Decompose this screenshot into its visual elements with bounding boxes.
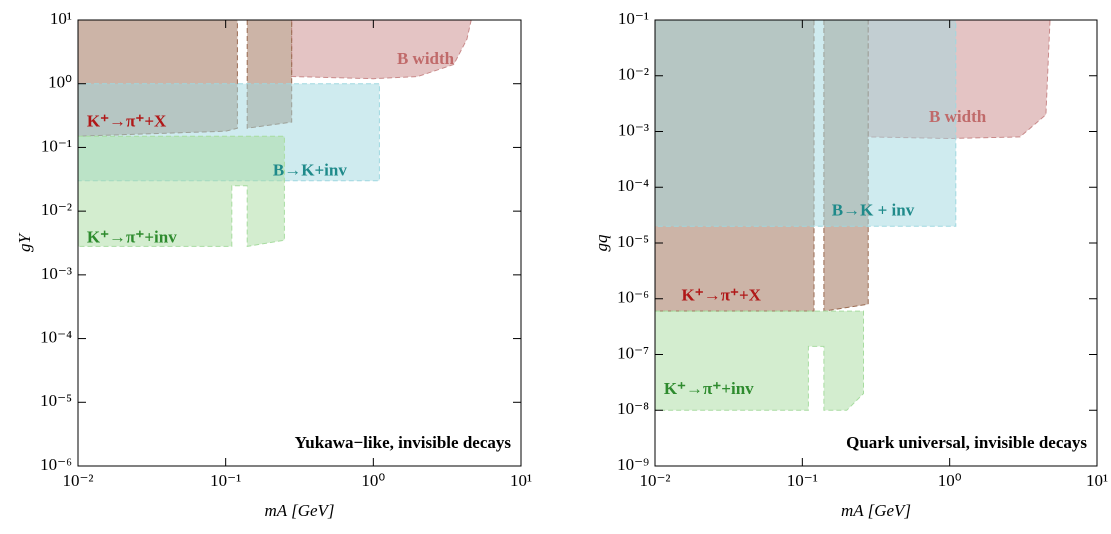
region-label: B width bbox=[929, 107, 987, 126]
exclusion-region bbox=[291, 20, 472, 80]
y-tick-label: 10⁻² bbox=[618, 65, 649, 84]
y-tick-label: 10⁻³ bbox=[618, 120, 649, 139]
region-label: K⁺→π⁺+X bbox=[682, 285, 762, 304]
x-tick-label: 10⁰ bbox=[361, 471, 385, 490]
regions bbox=[78, 20, 472, 247]
y-tick-label: 10⁻⁶ bbox=[40, 455, 72, 474]
y-tick-label: 10⁻⁶ bbox=[617, 288, 649, 307]
x-tick-label: 10¹ bbox=[1086, 471, 1108, 490]
plot-frame bbox=[77, 19, 522, 467]
exclusion-region bbox=[655, 310, 864, 411]
y-tick-label: 10⁻² bbox=[41, 200, 72, 219]
x-tick-label: 10⁻² bbox=[62, 471, 93, 490]
y-tick-label: 10⁻⁵ bbox=[617, 232, 649, 251]
region-label: K⁺→π⁺+X bbox=[87, 111, 167, 130]
y-tick-label: 10⁻⁵ bbox=[40, 391, 72, 410]
x-axis-label: mA [GeV] bbox=[841, 501, 911, 520]
exclusion-region bbox=[78, 135, 285, 247]
y-tick-label: 10⁻⁸ bbox=[617, 399, 649, 418]
x-axis-label: mA [GeV] bbox=[264, 501, 334, 520]
y-tick-label: 10⁻³ bbox=[41, 264, 72, 283]
x-tick-label: 10¹ bbox=[510, 471, 532, 490]
annotation: Quark universal, invisible decays bbox=[846, 433, 1087, 452]
y-tick-label: 10⁻⁷ bbox=[617, 343, 649, 362]
exclusion-region bbox=[655, 20, 957, 227]
region-label: B width bbox=[397, 49, 455, 68]
y-tick-label: 10⁻⁹ bbox=[617, 455, 649, 474]
regions bbox=[655, 20, 1051, 411]
y-axis-label: gY bbox=[15, 232, 34, 252]
y-tick-label: 10⁰ bbox=[48, 73, 72, 92]
x-tick-label: 10⁻¹ bbox=[787, 471, 818, 490]
y-tick-label: 10⁻¹ bbox=[41, 136, 72, 155]
region-label: K⁺→π⁺+inv bbox=[664, 379, 754, 398]
y-tick-label: 10⁻¹ bbox=[618, 9, 649, 28]
y-tick-label: 10⁻⁴ bbox=[617, 176, 649, 195]
x-tick-label: 10⁻¹ bbox=[210, 471, 241, 490]
region-label: B→K+inv bbox=[273, 161, 347, 180]
y-tick-label: 10¹ bbox=[50, 9, 72, 28]
region-label: B→K + inv bbox=[832, 201, 915, 220]
region-label: K⁺→π⁺+inv bbox=[87, 227, 177, 246]
annotation: Yukawa−like, invisible decays bbox=[295, 433, 512, 452]
y-tick-label: 10⁻⁴ bbox=[40, 327, 72, 346]
x-tick-label: 10⁰ bbox=[938, 471, 962, 490]
y-axis-label: gq bbox=[592, 234, 611, 252]
x-tick-label: 10⁻² bbox=[639, 471, 670, 490]
